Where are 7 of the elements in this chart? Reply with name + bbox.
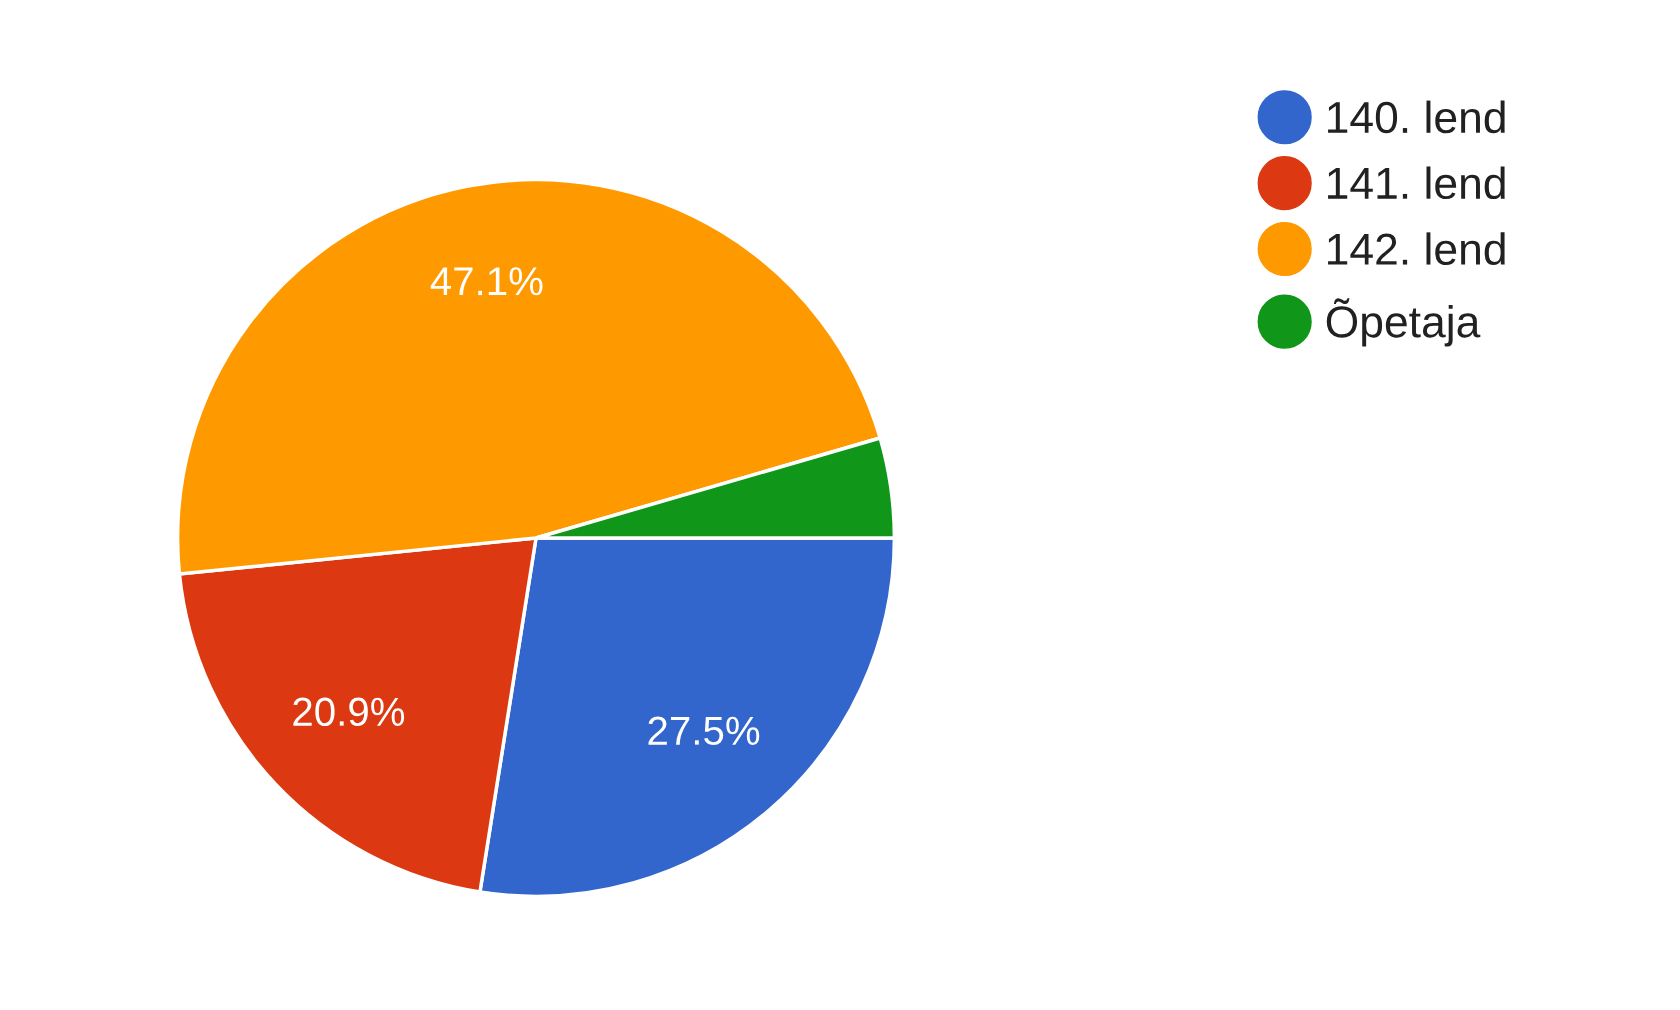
legend-label: 142. lend: [1328, 232, 1505, 265]
data-label: 47.1%: [430, 267, 543, 296]
legend-label: Õpetaja: [1326, 298, 1481, 347]
legend-label: 141. lend: [1328, 166, 1505, 200]
data-label: 27.5%: [648, 716, 760, 746]
data-label: 20.9%: [293, 697, 405, 727]
legend-label: 140. lend: [1328, 100, 1505, 134]
